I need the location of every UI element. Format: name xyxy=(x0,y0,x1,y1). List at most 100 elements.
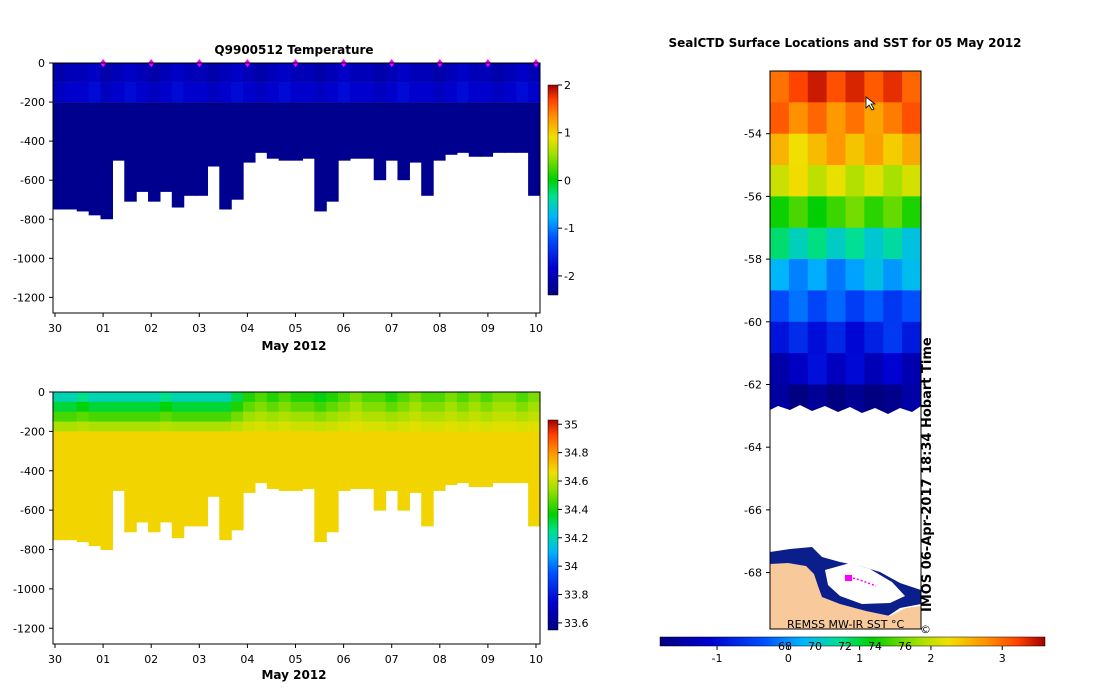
temperature-cell xyxy=(136,82,149,103)
temperature-cell xyxy=(444,102,458,155)
temperature-cell xyxy=(254,102,268,153)
temperature-cell xyxy=(480,102,494,157)
temperature-cell xyxy=(492,102,505,153)
sst-cell xyxy=(902,102,921,135)
salinity-cell xyxy=(136,411,149,423)
temperature-cell xyxy=(290,82,304,103)
sst-cell xyxy=(770,71,790,103)
temperature-xlabel: May 2012 xyxy=(261,339,326,353)
salinity-cell xyxy=(397,451,410,472)
salinity-cell xyxy=(516,392,529,403)
salinity-xtick-label: 07 xyxy=(385,653,399,666)
temperature-cell xyxy=(468,63,482,83)
salinity-cell xyxy=(326,470,339,491)
salinity-cell xyxy=(326,421,339,432)
sst-cell xyxy=(883,196,903,229)
temperature-cell xyxy=(171,82,185,103)
salinity-cell xyxy=(516,421,529,432)
timestamp-stamp: IMOS 06-Apr-2017 18:34 Hobart Time xyxy=(920,337,935,612)
sst-cell xyxy=(902,133,921,166)
salinity-cell xyxy=(314,401,327,413)
salinity-cell xyxy=(219,529,232,541)
temperature-cell xyxy=(409,63,422,83)
temperature-cell xyxy=(421,102,434,196)
salinity-cell xyxy=(243,401,256,413)
salinity-cell xyxy=(361,421,375,432)
sst-cell xyxy=(883,165,903,197)
salinity-cell xyxy=(528,392,540,403)
salinity-cell xyxy=(53,421,66,432)
salinity-cell xyxy=(433,392,446,403)
sst-cell xyxy=(845,165,865,197)
temperature-ytick-label: -1000 xyxy=(13,252,45,265)
salinity-ytick-label: -400 xyxy=(20,465,45,478)
salinity-cell xyxy=(480,451,494,472)
salinity-cell xyxy=(385,421,399,432)
salinity-cell xyxy=(492,470,505,484)
salinity-cell xyxy=(112,401,125,413)
salinity-cell xyxy=(219,392,232,403)
temperature-cell xyxy=(516,102,529,153)
salinity-cell xyxy=(159,431,173,452)
temperature-cell xyxy=(385,63,399,83)
salinity-cell xyxy=(100,470,113,491)
salinity-ytick-label: -800 xyxy=(20,544,45,557)
salinity-cell xyxy=(136,490,149,511)
salinity-cell xyxy=(361,401,375,413)
salinity-cell xyxy=(397,392,410,403)
sst-cell xyxy=(807,227,828,260)
salinity-cell xyxy=(183,510,197,527)
salinity-cell xyxy=(195,392,209,403)
temperature-cell xyxy=(433,82,446,103)
salinity-cell xyxy=(373,431,387,452)
temperature-cell xyxy=(219,102,232,210)
salinity-cell xyxy=(421,510,434,527)
temperature-cell xyxy=(338,82,351,103)
salinity-cell xyxy=(385,401,399,413)
salinity-cell xyxy=(361,451,375,472)
salinity-cell xyxy=(421,392,434,403)
salinity-cell xyxy=(385,411,399,423)
salinity-xtick-label: 05 xyxy=(289,653,303,666)
temperature-cell xyxy=(183,102,197,196)
salinity-cell xyxy=(136,392,149,403)
temperature-plot-frame xyxy=(52,62,541,314)
temperature-cell xyxy=(314,102,327,212)
temperature-cell xyxy=(100,82,113,103)
salinity-cell xyxy=(243,411,256,423)
salinity-cell xyxy=(326,401,339,413)
salinity-cell xyxy=(219,401,232,413)
sst-cell xyxy=(883,102,903,135)
salinity-cell xyxy=(492,451,505,472)
temperature-cell xyxy=(183,63,197,83)
salinity-cell xyxy=(468,411,482,423)
salinity-colorbar-label: 34.2 xyxy=(564,532,589,545)
salinity-cell xyxy=(88,490,102,511)
salinity-cell xyxy=(53,510,66,531)
salinity-cell xyxy=(409,431,422,452)
salinity-cell xyxy=(480,411,494,423)
salinity-cell xyxy=(100,421,113,432)
sst-cell xyxy=(883,290,903,323)
temperature-cell xyxy=(385,102,399,161)
salinity-colorbar-label: 34.4 xyxy=(564,503,589,516)
temperature-xtick-label: 05 xyxy=(289,322,303,335)
temperature-cell xyxy=(243,63,256,83)
temperature-cell xyxy=(112,63,125,83)
salinity-cell xyxy=(349,392,363,403)
sst-colorbar-label: REMSS MW-IR SST °C xyxy=(787,618,905,631)
salinity-cell xyxy=(397,411,410,423)
temperature-cell xyxy=(207,82,220,103)
salinity-cell xyxy=(231,510,244,531)
sst-ytick-label: -68 xyxy=(744,567,762,580)
salinity-cell xyxy=(444,470,458,486)
temperature-xtick-label: 04 xyxy=(240,322,254,335)
salinity-cell xyxy=(433,401,446,413)
salinity-cell xyxy=(314,392,327,403)
salinity-cell xyxy=(76,411,90,423)
salinity-cell xyxy=(171,401,185,413)
salinity-cell xyxy=(480,401,494,413)
salinity-cell xyxy=(290,401,304,413)
salinity-cell xyxy=(112,431,125,452)
salinity-cell xyxy=(528,470,540,491)
